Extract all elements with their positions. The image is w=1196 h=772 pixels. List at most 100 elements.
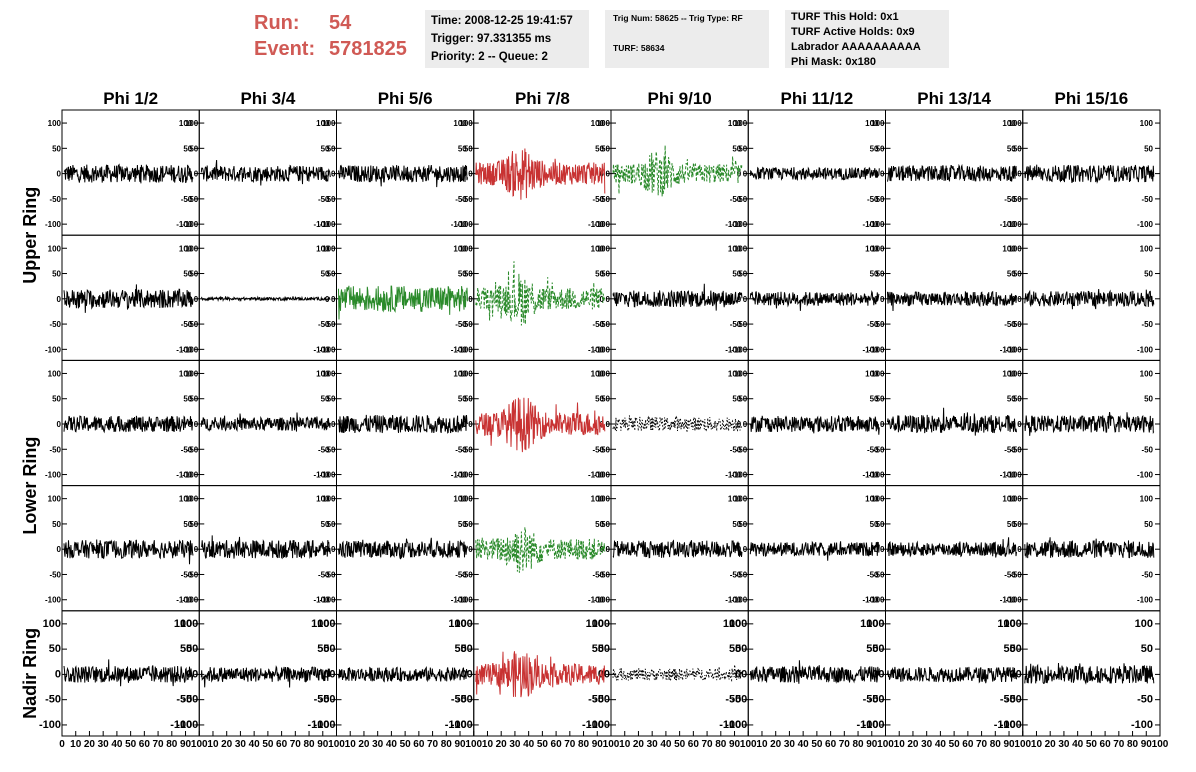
ytick-label-right: -100	[862, 596, 879, 605]
xtick-label: 50	[811, 739, 823, 750]
ytick-label-left: -100	[862, 719, 884, 731]
ytick-label-left: 100	[1008, 369, 1022, 378]
ytick-label-left: -100	[731, 471, 748, 480]
waveform-r4-c2	[200, 535, 331, 560]
xtick-label: 70	[1113, 739, 1125, 750]
ytick-label-right: 50	[870, 144, 879, 153]
waveform-r1-c8	[1024, 164, 1155, 184]
waveform-r2-c2	[200, 295, 331, 303]
ytick-label-right: 100	[316, 244, 330, 253]
ytick-label-left: 0	[57, 170, 62, 179]
ytick-label-left: 50	[327, 144, 336, 153]
ytick-label-right: -50	[588, 694, 604, 706]
xtick-label: 50	[125, 739, 137, 750]
waveform-r2-c1	[63, 284, 194, 313]
ytick-label-left: 50	[598, 643, 610, 655]
ytick-label-right: 50	[1144, 520, 1153, 529]
xtick-label: 90	[1141, 739, 1153, 750]
ytick-label-right: -100	[725, 596, 742, 605]
xtick-label: 20	[358, 739, 370, 750]
column-title-5: Phi 9/10	[647, 89, 711, 108]
waveform-r3-c2	[200, 412, 331, 433]
waveform-r4-c4	[475, 527, 606, 573]
ytick-label-right: 50	[458, 270, 467, 279]
xtick-label: 80	[441, 739, 453, 750]
xtick-label: 10	[1031, 739, 1043, 750]
ytick-label-left: 100	[734, 369, 748, 378]
ytick-label-right: 50	[183, 520, 192, 529]
ytick-label-left: -50	[736, 570, 748, 579]
waveform-r3-c6	[749, 415, 880, 435]
ytick-label-right: -50	[318, 570, 330, 579]
ytick-label-left: -50	[598, 320, 610, 329]
ytick-label-right: 50	[1144, 144, 1153, 153]
ytick-label-left: -100	[176, 719, 198, 731]
ytick-label-left: -100	[182, 220, 199, 229]
ytick-label-left: -50	[187, 445, 199, 454]
ytick-label-left: -50	[869, 694, 885, 706]
ytick-label-left: 100	[871, 244, 885, 253]
ytick-label-left: -100	[313, 719, 335, 731]
ytick-label-left: 100	[871, 495, 885, 504]
ytick-label-left: 0	[880, 545, 885, 554]
waveform-r4-c8	[1024, 537, 1155, 559]
ytick-label-right: -100	[176, 471, 193, 480]
ytick-label-left: 100	[459, 119, 473, 128]
xtick-label: 100	[328, 739, 345, 750]
ytick-label-left: 100	[871, 369, 885, 378]
xtick-label: 40	[523, 739, 535, 750]
ytick-label-left: -50	[1010, 445, 1022, 454]
ytick-label-left: -50	[49, 320, 61, 329]
ring-label-3: Nadir Ring	[20, 628, 40, 719]
ytick-label-left: -100	[1000, 719, 1022, 731]
ytick-label-left: 0	[331, 420, 336, 429]
ytick-label-left: 50	[738, 270, 747, 279]
ytick-label-right: 100	[997, 618, 1015, 630]
ytick-label-left: 50	[601, 520, 610, 529]
waveform-r5-c1	[63, 659, 194, 687]
ytick-label-right: 100	[865, 244, 879, 253]
xtick-label: 40	[111, 739, 123, 750]
ytick-label-right: -100	[307, 719, 329, 731]
ytick-label-right: -100	[588, 471, 605, 480]
ytick-label-right: -50	[725, 694, 741, 706]
ytick-label-right: -100	[170, 719, 192, 731]
ytick-label-right: 50	[321, 520, 330, 529]
ytick-label-left: -100	[1006, 471, 1023, 480]
ytick-label-left: 50	[52, 270, 61, 279]
xtick-label: 70	[564, 739, 576, 750]
ytick-label-right: -100	[451, 596, 468, 605]
ytick-label-left: -50	[45, 694, 61, 706]
xtick-label: 50	[1086, 739, 1098, 750]
ytick-label-right: 50	[455, 643, 467, 655]
ytick-label-left: -100	[457, 220, 474, 229]
ytick-label-right: 50	[870, 270, 879, 279]
ytick-label-left: 50	[876, 395, 885, 404]
ytick-label-right: -50	[181, 320, 193, 329]
ytick-label-right: -100	[176, 345, 193, 354]
ytick-label-left: 50	[52, 395, 61, 404]
ytick-label-left: -50	[736, 445, 748, 454]
ytick-label-right: 100	[865, 495, 879, 504]
ytick-label-right: 100	[1135, 618, 1153, 630]
ytick-label-left: -50	[598, 195, 610, 204]
xtick-label: 60	[276, 739, 288, 750]
xtick-label: 30	[647, 739, 659, 750]
ytick-label-right: 100	[728, 119, 742, 128]
ytick-label-right: 50	[595, 520, 604, 529]
ytick-label-right: -50	[1141, 195, 1153, 204]
ytick-label-right: -50	[1004, 445, 1016, 454]
ytick-label-right: 50	[866, 643, 878, 655]
ytick-label-left: 0	[606, 170, 611, 179]
ytick-label-left: 100	[597, 369, 611, 378]
ytick-label-right: -100	[994, 719, 1016, 731]
ytick-label-left: 50	[323, 643, 335, 655]
xtick-label: 20	[221, 739, 233, 750]
ytick-label-right: -50	[730, 195, 742, 204]
waveform-r5-c7	[887, 666, 1017, 684]
column-title-8: Phi 15/16	[1055, 89, 1129, 108]
waveform-r3-c4	[475, 397, 606, 453]
ytick-label-right: -100	[856, 719, 878, 731]
ytick-label-left: 0	[606, 295, 611, 304]
ytick-label-right: -100	[451, 471, 468, 480]
